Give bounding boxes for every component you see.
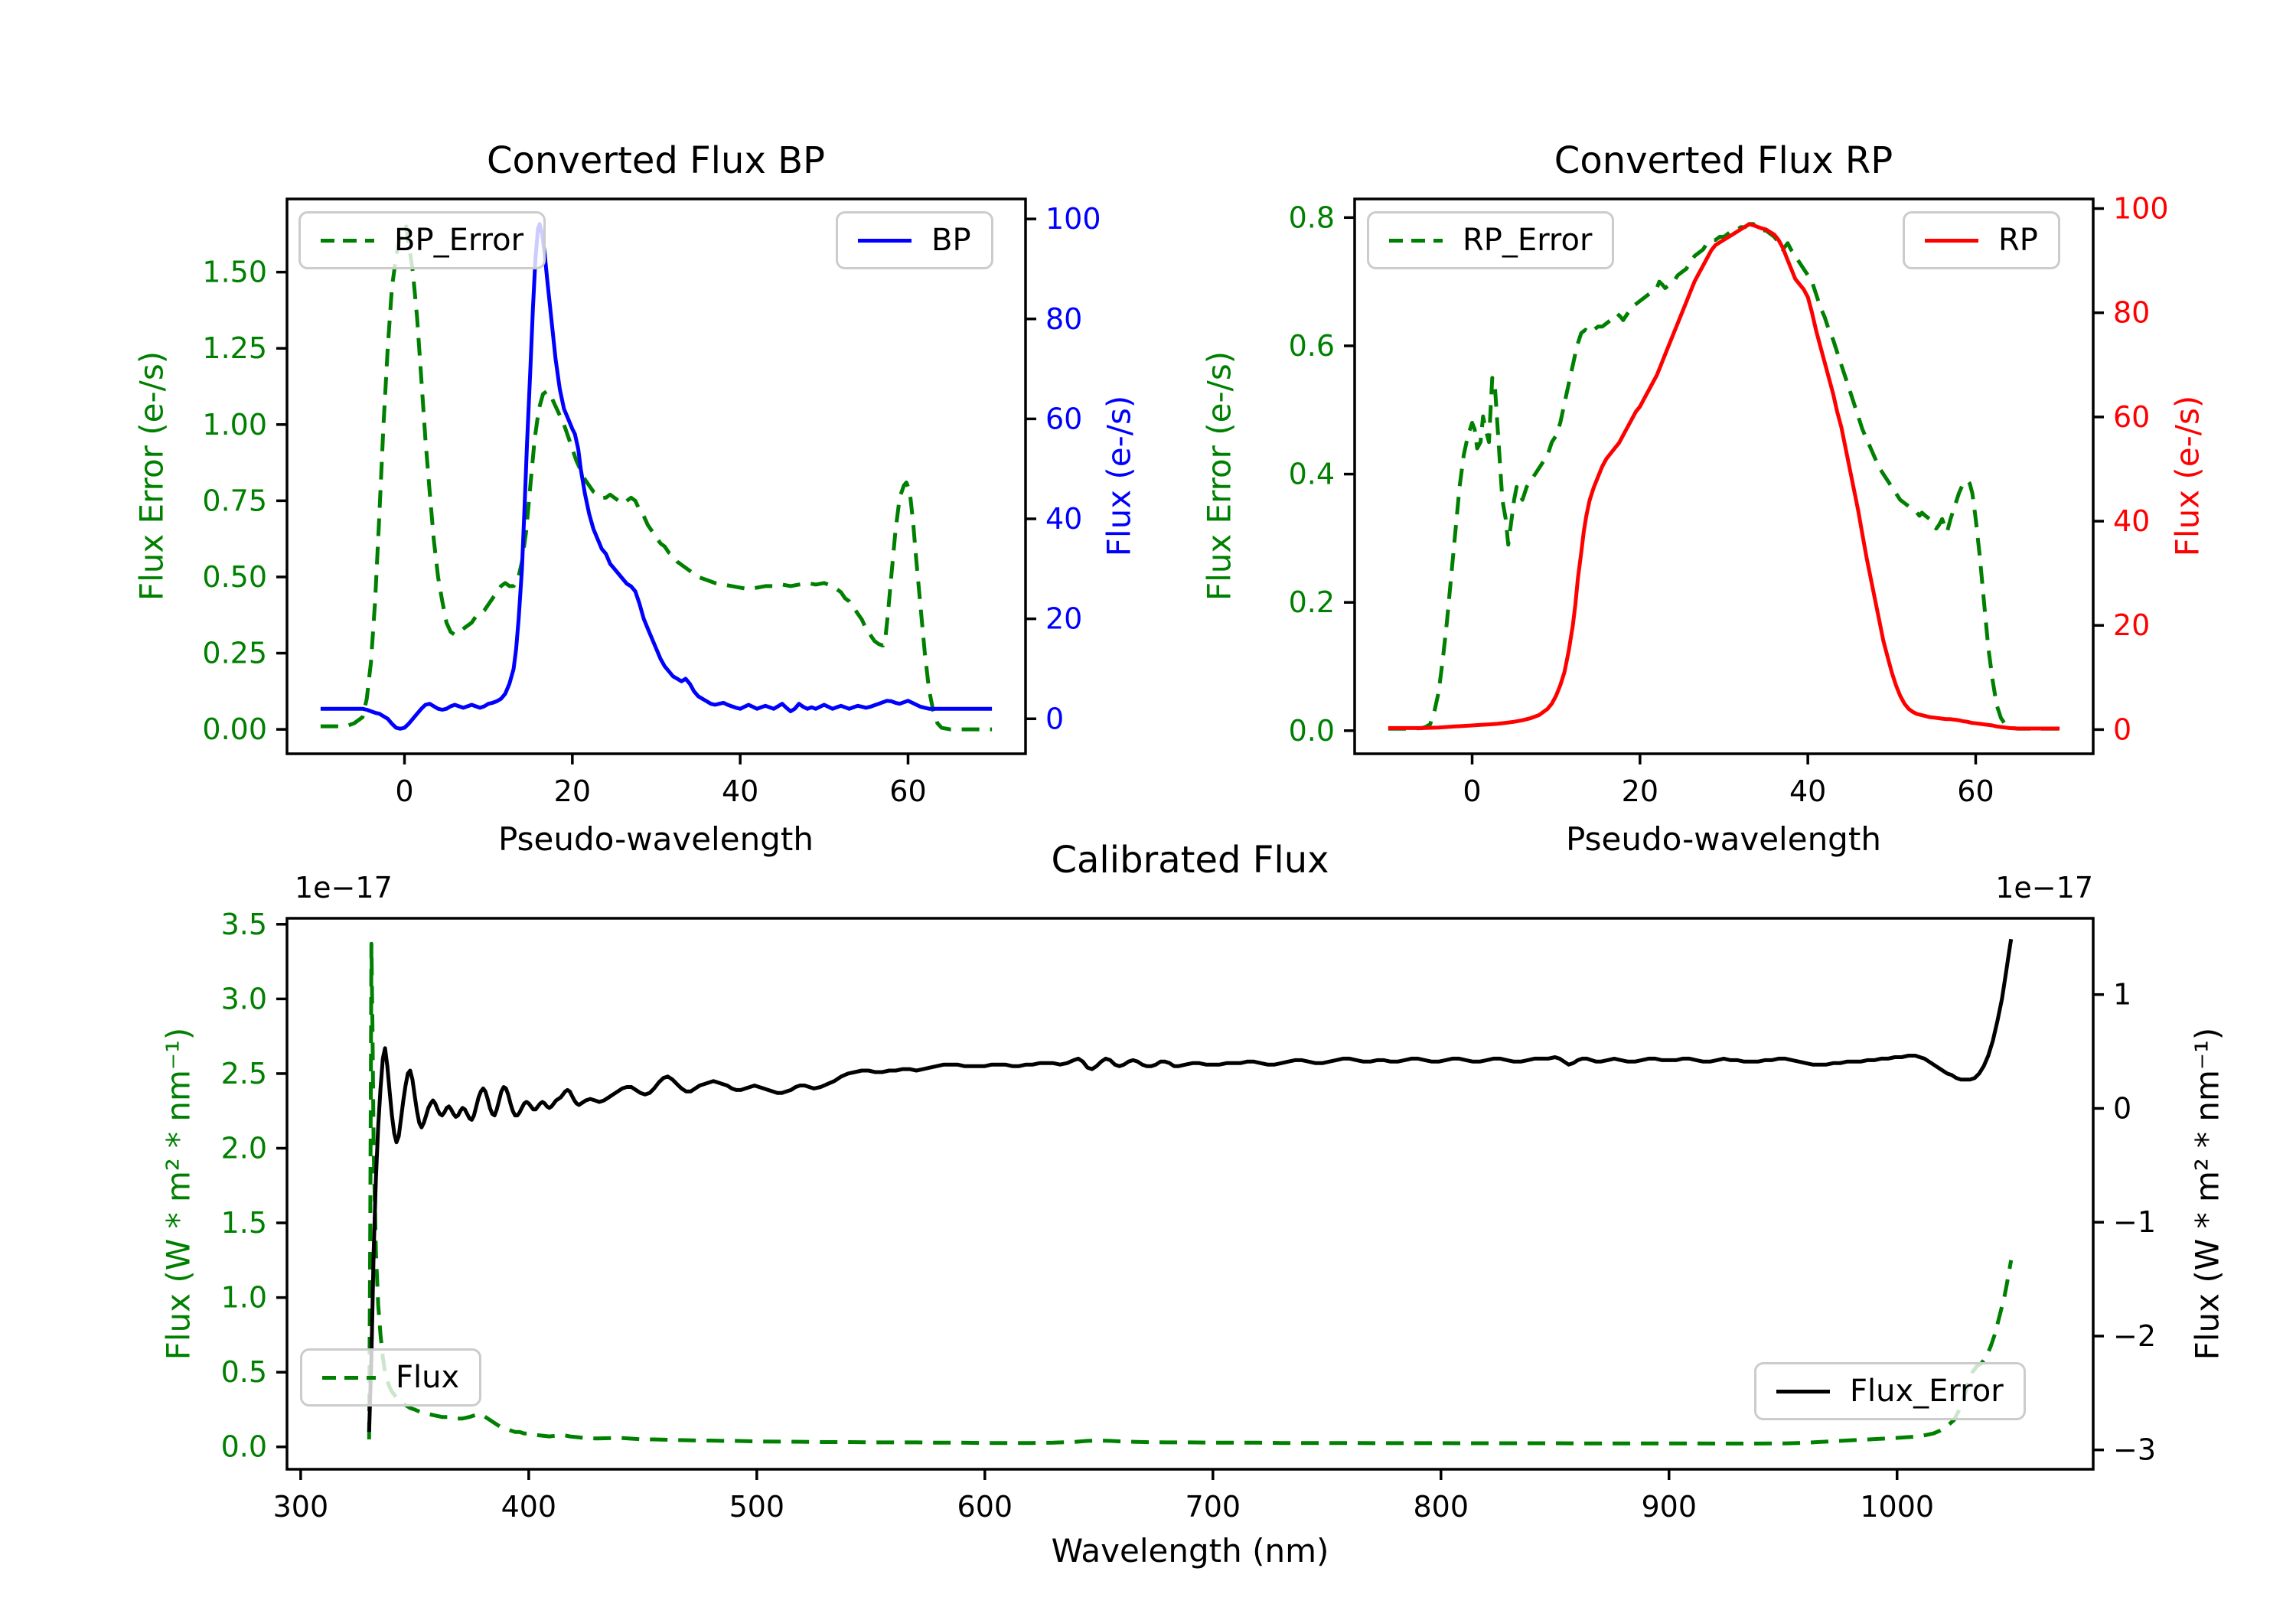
- rp-solid-line-icon: [1925, 238, 1978, 243]
- series-Flux: [367, 938, 2014, 1433]
- bp-left-y-tick-label: 1.50: [202, 256, 267, 289]
- calibrated-left-y-tick-label: 1.5: [221, 1206, 267, 1240]
- bp-right-y-tick-label: 0: [1045, 702, 1064, 735]
- calibrated-x-tick-label: 600: [957, 1490, 1013, 1524]
- rp-left-y-tick-label: 0.4: [1289, 458, 1335, 491]
- rp-x-tick-label: 0: [1463, 774, 1481, 808]
- rp-chart-title: Converted Flux RP: [1554, 139, 1893, 182]
- bp-left-y-tick-label: 0.00: [202, 712, 267, 746]
- bp-x-tick-label: 0: [395, 774, 413, 808]
- rp-left-y-tick-label: 0.0: [1289, 714, 1335, 748]
- legend-rp-error: RP_Error: [1367, 211, 1615, 269]
- calibrated-chart-title: Calibrated Flux: [1051, 839, 1329, 882]
- calibrated-right-y-tick-label: 0: [2113, 1091, 2131, 1125]
- calibrated-right-y-tick-label: −2: [2113, 1319, 2156, 1353]
- legend-label: BP_Error: [394, 223, 524, 258]
- legend-label: RP: [1998, 223, 2038, 258]
- legend-rp: RP: [1903, 211, 2060, 269]
- rp-right-y-tick-label: 40: [2113, 504, 2150, 538]
- calibrated-x-tick-label: 300: [273, 1490, 329, 1524]
- rp-right-y-tick-label: 100: [2113, 192, 2169, 226]
- rp-left-y-tick-label: 0.2: [1289, 585, 1335, 619]
- bp-right-y-tick-label: 40: [1045, 502, 1082, 536]
- calibrated-left-y-tick-label: 2.0: [221, 1131, 267, 1165]
- rp-axes-frame: [1353, 197, 2095, 755]
- legend-bp-error: BP_Error: [298, 211, 546, 269]
- legend-flux: Flux: [300, 1348, 482, 1407]
- bp-left-y-tick-label: 0.75: [202, 484, 267, 517]
- right-axis-offset-text: 1e−17: [1995, 871, 2093, 905]
- rp-x-tick-label: 20: [1622, 774, 1658, 808]
- calibrated-x-tick-label: 500: [729, 1490, 785, 1524]
- rp-x-tick-label: 40: [1789, 774, 1826, 808]
- calibrated-plot-area: 300 400 500 600 700 800 900 1000 0.0 0.5 1.0 1.5 2.0…: [221, 908, 2156, 1524]
- bp-plot-area: 0 20 40 60 0.00 0.25 0.50 0.75 1.00 1.25 1.50 0 20 40…: [202, 197, 1101, 808]
- rp-right-yaxis-label: Flux (e-/s): [2168, 395, 2206, 557]
- calibrated-x-tick-label: 400: [501, 1490, 557, 1524]
- bp-solid-line-icon: [858, 238, 912, 243]
- bp-left-y-tick-label: 0.25: [202, 637, 267, 670]
- bp-left-y-tick-label: 0.50: [202, 560, 267, 594]
- series-RP: [1388, 222, 2060, 731]
- calibrated-left-y-tick-label: 1.0: [221, 1281, 267, 1315]
- legend-flux-error: Flux_Error: [1754, 1362, 2026, 1420]
- calibrated-left-y-tick-label: 2.5: [221, 1057, 267, 1090]
- legend-label: BP: [931, 223, 971, 258]
- calibrated-x-tick-label: 700: [1186, 1490, 1241, 1524]
- bp-right-y-tick-label: 60: [1045, 402, 1082, 435]
- calibrated-right-y-tick-label: −1: [2113, 1205, 2156, 1239]
- calibrated-xaxis-label: Wavelength (nm): [1051, 1532, 1329, 1570]
- bp-error-dashed-line-icon: [321, 238, 374, 243]
- bp-chart-title: Converted Flux BP: [487, 139, 825, 182]
- bp-x-tick-label: 40: [722, 774, 758, 808]
- bp-xaxis-label: Pseudo-wavelength: [498, 820, 814, 858]
- calibrated-left-y-tick-label: 3.5: [221, 908, 267, 941]
- rp-left-yaxis-label: Flux Error (e-/s): [1200, 350, 1238, 601]
- legend-bp: BP: [836, 211, 993, 269]
- left-axis-offset-text: 1e−17: [295, 871, 393, 905]
- rp-right-y-tick-label: 0: [2113, 712, 2131, 746]
- series-RP_Error: [1388, 222, 2060, 731]
- series-BP_Error: [320, 224, 993, 732]
- calibrated-right-y-tick-label: −3: [2113, 1433, 2156, 1467]
- bp-left-y-tick-label: 1.00: [202, 408, 267, 442]
- calibrated-left-y-tick-label: 0.0: [221, 1430, 267, 1464]
- rp-x-tick-label: 60: [1957, 774, 1994, 808]
- calibrated-right-yaxis-label: Flux (W * m² * nm⁻¹): [2188, 1027, 2226, 1361]
- rp-error-dashed-line-icon: [1389, 238, 1443, 243]
- series-Flux_Error: [367, 941, 2014, 1446]
- calibrated-x-tick-label: 800: [1414, 1490, 1469, 1524]
- series-BP: [320, 222, 993, 731]
- rp-left-y-tick-label: 0.6: [1289, 329, 1335, 363]
- flux-error-dashed-line-icon: [1776, 1389, 1830, 1393]
- rp-right-y-tick-label: 80: [2113, 296, 2150, 330]
- calibrated-axes-frame: [285, 917, 2095, 1471]
- rp-right-y-tick-label: 60: [2113, 400, 2150, 434]
- rp-right-y-tick-label: 20: [2113, 608, 2150, 642]
- bp-axes-frame: [285, 197, 1027, 755]
- rp-xaxis-label: Pseudo-wavelength: [1566, 820, 1881, 858]
- legend-label: RP_Error: [1463, 223, 1593, 258]
- bp-right-y-tick-label: 80: [1045, 302, 1082, 336]
- calibrated-left-y-tick-label: 0.5: [221, 1355, 267, 1389]
- legend-label: Flux_Error: [1850, 1374, 2004, 1409]
- calibrated-left-yaxis-label: Flux (W * m² * nm⁻¹): [159, 1027, 197, 1361]
- flux-solid-line-icon: [322, 1375, 376, 1380]
- bp-right-yaxis-label: Flux (e-/s): [1100, 395, 1138, 557]
- bp-right-y-tick-label: 100: [1045, 202, 1101, 236]
- rp-plot-area: 0 20 40 60 0.0 0.2 0.4 0.6 0.8 0 20 40 60 80 100: [1289, 192, 2169, 808]
- bp-left-yaxis-label: Flux Error (e-/s): [132, 350, 171, 601]
- rp-left-y-tick-label: 0.8: [1289, 200, 1335, 234]
- bp-left-y-tick-label: 1.25: [202, 331, 267, 365]
- bp-right-y-tick-label: 20: [1045, 602, 1082, 636]
- calibrated-right-y-tick-label: 1: [2113, 978, 2131, 1012]
- bp-x-tick-label: 20: [554, 774, 591, 808]
- calibrated-x-tick-label: 1000: [1860, 1490, 1934, 1524]
- calibrated-left-y-tick-label: 3.0: [221, 982, 267, 1015]
- calibrated-x-tick-label: 900: [1641, 1490, 1697, 1524]
- legend-label: Flux: [396, 1360, 460, 1395]
- bp-x-tick-label: 60: [889, 774, 926, 808]
